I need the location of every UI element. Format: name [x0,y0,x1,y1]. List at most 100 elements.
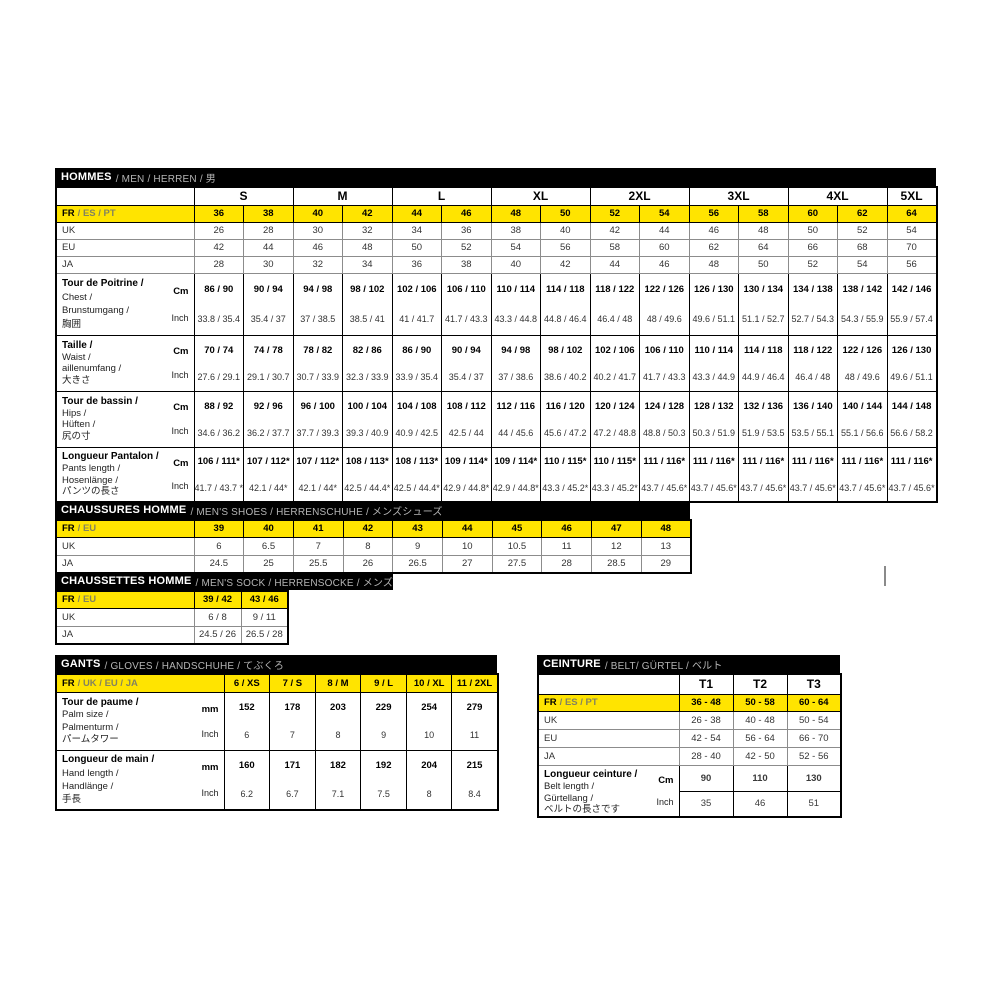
primary-value: 130 / 134 [743,284,784,295]
region-size-value: 26 - 38 [678,710,734,730]
measurement-value: 128 / 132 50.3 / 51.9 [688,390,740,448]
primary-value: 98 / 102 [548,344,583,356]
region-size-value: 34 [342,255,393,274]
label-line: aillenumfang / [62,363,122,375]
measurement-value: 114 / 118 44.8 / 46.4 [540,272,591,336]
secondary-value: 43.3 / 44.9 [692,371,736,382]
primary-value: 90 / 94 [451,344,481,356]
region-size-value: 40 [490,255,542,274]
belt-inch-value: 46 [732,790,788,818]
section-title: CHAUSSETTES HOMME [61,575,192,587]
cell-values: 279 11 [453,694,497,749]
measurement-value: 118 / 122 46.4 / 48 [589,272,641,336]
secondary-value: 42.1 / 44* [248,482,288,493]
region-size-row: JA 24.5 / 26 26.5 / 28 [55,625,289,645]
label-line: パンツの長さ [62,486,120,498]
measurement-value: 104 / 108 40.9 / 42.5 [391,390,443,448]
measurement-value: 178 7 [269,691,316,751]
cell-values: 110 / 115* 43.3 / 45.2* [542,448,590,500]
region-row-label: UK [537,710,680,730]
label-line: Hosenlänge / [62,474,118,486]
row-label-rest: / ES / PT [559,697,598,708]
fr-size-value: 36 [193,204,244,223]
unit-labels: Cm Inch [171,451,188,497]
region-size-value: 42 [589,221,641,240]
label-line: Hand length / [62,767,119,779]
measurement-value: 111 / 116* 43.7 / 45.6* [738,446,789,503]
cell-values: 203 8 [316,694,360,749]
primary-value: 108 / 112 [446,400,486,412]
fr-row-label: FR / ES / PT [537,693,680,712]
cell-values: 102 / 106 40.2 / 41.7 [591,337,639,390]
fr-size-row: FR / EU 39 / 42 43 / 46 [55,590,289,609]
secondary-value: 8 [426,789,432,800]
secondary-value: 43.7 / 45.6* [839,482,886,493]
primary-value: 90 / 94 [253,284,283,295]
primary-value: 82 / 86 [352,344,382,356]
secondary-value: 56.6 / 58.2 [890,427,933,438]
fr-size-value: 54 [639,204,690,223]
cell-values: 110 / 114 43.3 / 44.8 [492,275,540,334]
cell-values: 70 / 74 27.6 / 29.1 [195,337,243,390]
secondary-value: 45.6 / 47.2 [543,427,587,438]
cell-values: 111 / 116* 43.7 / 45.6* [888,448,936,500]
secondary-value: 53.5 / 55.1 [791,427,835,438]
region-size-row: UK 26 - 38 40 - 48 50 - 54 [537,710,842,730]
measurement-value: 142 / 146 55.9 / 57.4 [886,272,938,336]
secondary-value: 41.7 / 43.3 [444,314,488,324]
mens-socks-section: CHAUSSETTES HOMME / MEN'S SOCK / HERRENS… [55,572,393,645]
shoes-size-table: FR / EU 39 40 41 42 43 44 45 46 47 48 UK 6 6.5 7 8 9 10 10.… [55,519,692,574]
fr-size-value: 50 - 58 [732,693,788,712]
primary-value: 116 / 120 [545,400,585,412]
measurement-value: 110 / 114 43.3 / 44.8 [490,272,542,336]
unit-bottom: Inch [656,796,674,807]
primary-value: 111 / 116* [841,456,884,467]
measurement-value: 124 / 128 48.8 / 50.3 [639,390,690,448]
region-size-row: UK 6 6.5 7 8 9 10 10.5 11 12 13 [55,536,692,556]
unit-top: Cm [173,402,189,413]
section-title: GANTS [61,658,101,670]
row-label-main: FR [62,208,75,219]
secondary-value: 35.4 / 37 [448,371,484,382]
section-subtitle: / MEN'S SOCK / HERRENSOCKE / メンズソックス [195,577,393,589]
secondary-value: 42.9 / 44.8* [492,482,539,493]
fr-size-value: 48 [640,519,692,538]
label-line: Hüften / [62,419,96,431]
fr-size-value: 38 [243,204,294,223]
glove-size-value: 10 / XL [405,673,453,693]
measurement-value: 118 / 122 46.4 / 48 [787,334,839,392]
label-line: Pants length / [62,463,121,475]
cell-values: 106 / 110 41.7 / 43.3 [443,275,491,334]
cell-values: 86 / 90 33.9 / 35.4 [393,337,441,390]
belt-cm-value: 110 [732,764,788,792]
size-group-header: 4XL [787,186,888,206]
secondary-value: 37 / 38.5 [300,314,336,324]
unit-bottom: Inch [201,728,219,739]
cell-values: 82 / 86 32.3 / 33.9 [344,337,392,390]
cell-values: 116 / 120 45.6 / 47.2 [542,393,590,446]
region-size-value: 26.5 / 28 [240,625,289,645]
row-label-rest: / UK / EU / JA [77,677,138,689]
primary-value: 86 / 90 [402,344,432,356]
region-size-value: 46 [639,255,690,274]
fr-size-row: FR / EU 39 40 41 42 43 44 45 46 47 48 [55,519,692,538]
primary-value: 104 / 108 [396,400,437,412]
measurement-value: 110 / 115* 43.3 / 45.2* [589,446,641,503]
size-group-header: 2XL [589,186,690,206]
region-size-value: 50 - 54 [786,710,842,730]
secondary-value: 46.4 / 48 [597,314,633,324]
measurement-row: Taille / Waist / aillenumfang / 大きさ Cm Inch 70… [55,334,938,392]
section-title: CHAUSSURES HOMME [61,504,187,516]
measurement-value: 70 / 74 27.6 / 29.1 [193,334,244,392]
secondary-value: 50.3 / 51.9 [692,427,736,438]
measurement-value: 108 / 113* 42.5 / 44.4* [391,446,443,503]
cell-values: 108 / 113* 42.5 / 44.4* [344,448,392,500]
measure-label-lines: Longueur de main / Hand length / Handlänge… [62,754,154,805]
region-size-value: 25.5 [292,554,344,574]
fr-size-value: 44 [391,204,443,223]
cell-values: 124 / 128 48.8 / 50.3 [641,393,689,446]
unit-labels: mm Inch [201,754,218,805]
region-size-row: JA 28 - 40 42 - 50 52 - 56 [537,746,842,766]
cell-values: 107 / 112* 42.1 / 44* [294,448,342,500]
fr-size-value: 44 [441,519,493,538]
